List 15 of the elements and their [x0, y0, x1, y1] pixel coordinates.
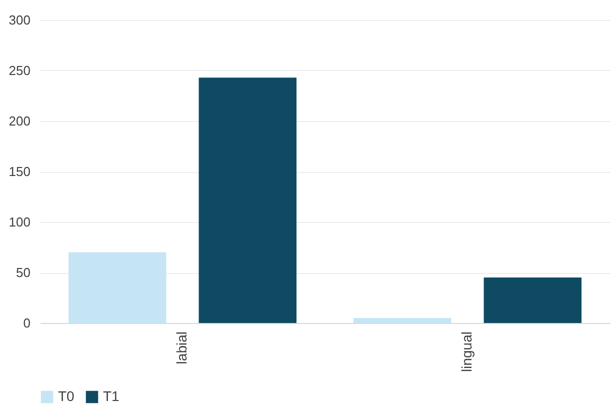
- y-tick-label: 150: [8, 164, 30, 179]
- x-tick-label: lingual: [458, 332, 474, 372]
- x-tick-label: labial: [174, 332, 190, 364]
- y-tick-label: 300: [8, 12, 30, 28]
- y-tick-label: 50: [16, 265, 30, 280]
- y-tick-label: 0: [23, 316, 30, 330]
- y-tick-label: 250: [8, 63, 30, 78]
- legend-label: T1: [103, 388, 120, 404]
- y-tick-label: 100: [8, 214, 30, 230]
- y-tick-label: 200: [8, 114, 30, 128]
- legend-label: T0: [58, 388, 75, 404]
- bar: [354, 318, 452, 323]
- bar: [484, 278, 582, 323]
- bar: [198, 78, 296, 323]
- bar: [68, 252, 166, 323]
